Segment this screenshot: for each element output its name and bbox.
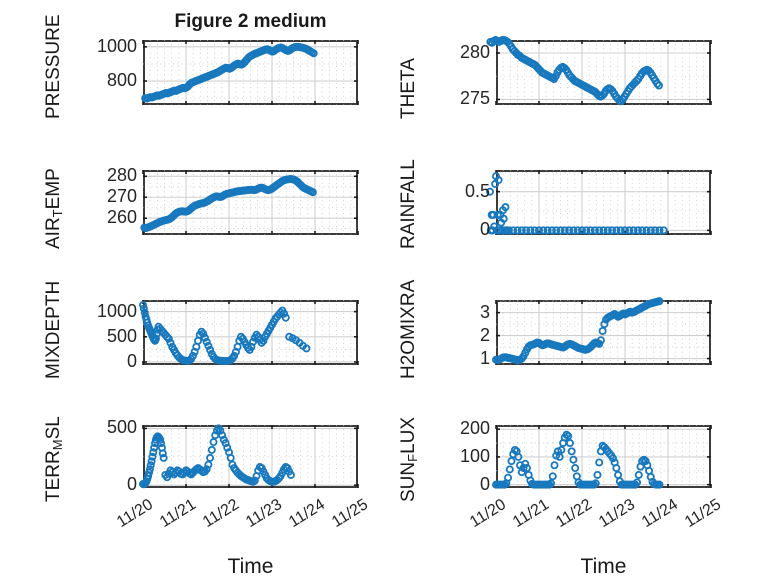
data-series-h2o_mixra [492, 297, 664, 365]
ytick-label-sun_flux: 100 [459, 445, 490, 466]
ylabel-terr_msl: TERRMSL [43, 416, 65, 502]
gridlines-h2o_mixra [496, 300, 711, 365]
xtick-label: 11/25 [682, 496, 725, 532]
ylabel-rainfall: RAINFALL [398, 159, 419, 249]
figure-title: Figure 2 medium [174, 11, 327, 32]
ytick-label-terr_msl: 500 [106, 417, 137, 438]
xtick-label: 11/23 [243, 496, 286, 532]
ytick-label-rainfall: 0.5 [464, 180, 490, 201]
xtick-label: 11/24 [639, 496, 682, 532]
ytick-label-sun_flux: 200 [459, 418, 490, 439]
data-series-sun_flux [492, 430, 664, 489]
plot-box-mixdepth [143, 300, 358, 365]
ytick-label-h2o_mixra: 2 [479, 324, 490, 345]
ylabel-h2o_mixra: H2OMIXRA [398, 279, 419, 379]
data-series-mixdepth [139, 301, 311, 365]
data-series-air_temp [140, 175, 317, 233]
ylabel-mixdepth: MIXDEPTH [43, 280, 64, 379]
ylabel-theta: THETA [398, 58, 419, 119]
xtick-label: 11/22 [553, 496, 596, 532]
ylabel-air_temp: AIRTEMP [43, 168, 65, 249]
tickmarks-air_temp [142, 170, 359, 235]
ytick-label-pressure: 800 [106, 70, 137, 91]
tickmarks-rainfall [495, 170, 712, 235]
ytick-label-rainfall: 0 [479, 219, 490, 240]
plot-box-air_temp [143, 170, 358, 235]
data-series-rainfall [485, 172, 668, 235]
ytick-label-mixdepth: 0 [126, 350, 137, 371]
ytick-label-air_temp: 270 [106, 186, 137, 207]
ytick-label-pressure: 1000 [96, 35, 137, 56]
ytick-label-air_temp: 260 [106, 207, 137, 228]
ytick-label-terr_msl: 0 [126, 474, 137, 495]
tickmarks-pressure [142, 40, 359, 105]
tickmarks-terr_msl [142, 425, 359, 488]
plot-area-terr_msl [139, 424, 359, 489]
xtick-label: 11/25 [329, 496, 372, 532]
gridlines-rainfall [496, 170, 711, 235]
plot-area-rainfall [485, 170, 712, 235]
xtick-label: 11/22 [200, 496, 243, 532]
plot-area-h2o_mixra [492, 297, 712, 365]
xlabel-sun_flux: Time [580, 555, 627, 578]
plot-area-pressure [141, 40, 359, 105]
ytick-label-h2o_mixra: 3 [479, 301, 490, 322]
xtick-label: 11/21 [510, 496, 553, 532]
data-series-pressure [141, 42, 318, 103]
xlabel-terr_msl: Time [227, 555, 274, 578]
plot-area-sun_flux [492, 425, 712, 489]
ytick-label-air_temp: 280 [106, 165, 137, 186]
gridlines-pressure [143, 40, 358, 105]
data-series-theta [486, 36, 663, 106]
ylabel-pressure: PRESSURE [43, 14, 64, 119]
ytick-label-theta: 280 [459, 42, 490, 62]
data-series-terr_msl [139, 424, 295, 489]
xtick-label: 11/23 [596, 496, 639, 532]
ytick-label-mixdepth: 500 [106, 325, 137, 346]
ytick-label-theta: 275 [459, 88, 490, 109]
ylabel-sun_flux: SUNFLUX [398, 416, 420, 502]
ytick-label-sun_flux: 0 [479, 473, 490, 494]
gridlines-air_temp [143, 170, 358, 235]
ytick-label-mixdepth: 1000 [96, 300, 137, 321]
plot-area-theta [486, 36, 712, 106]
xtick-label: 11/20 [114, 496, 157, 532]
tickmarks-h2o_mixra [495, 300, 712, 365]
ytick-label-h2o_mixra: 1 [479, 347, 490, 368]
xtick-label: 11/24 [286, 496, 329, 532]
plot-box-pressure [143, 40, 358, 105]
xtick-label: 11/21 [157, 496, 200, 532]
plot-box-rainfall [496, 170, 711, 235]
plot-area-mixdepth [139, 300, 359, 365]
plot-area-air_temp [140, 170, 359, 235]
xtick-label: 11/20 [467, 496, 510, 532]
